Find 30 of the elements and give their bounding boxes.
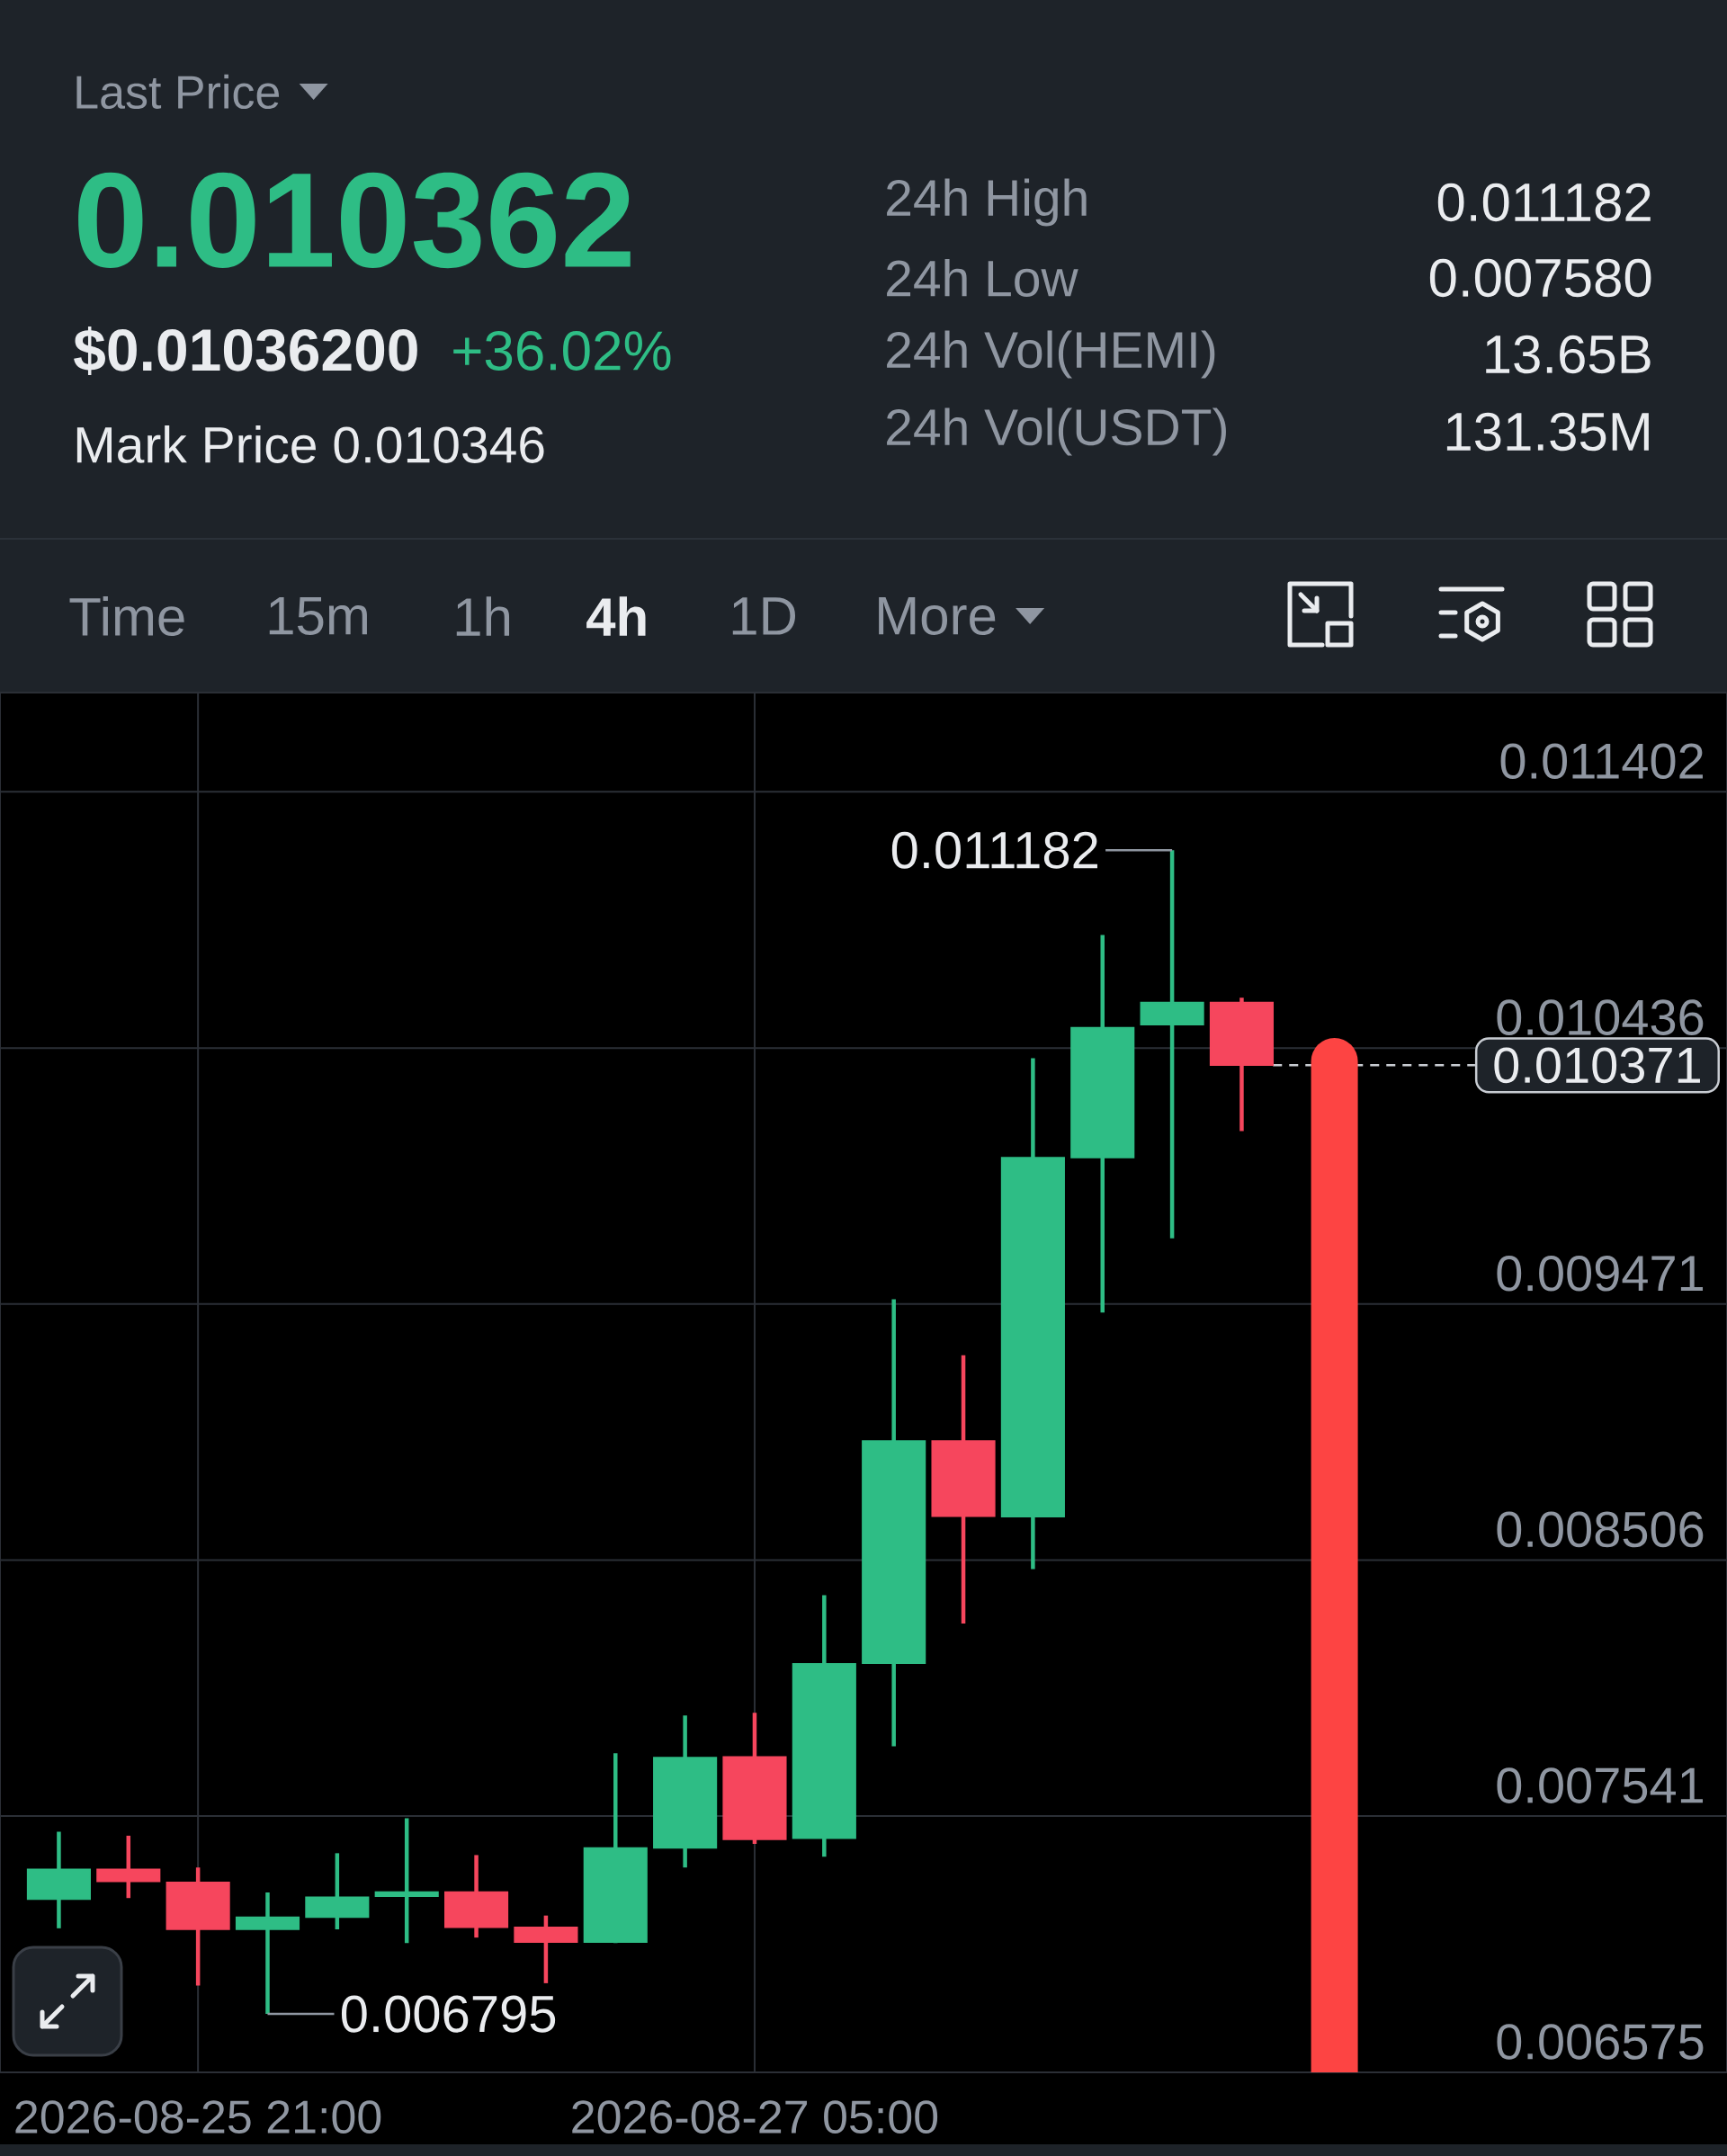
y-tick-label: 0.009471 [1497,1255,1704,1292]
y-tick-label: 0.006575 [1497,2024,1704,2060]
text: 24h Vol(HEMI) [887,330,1215,379]
text: 24h Vol(USDT) [887,407,1226,456]
text: Last Price [76,74,280,110]
annotation: 0.006795 [341,1995,556,2033]
text: 1h [456,596,510,636]
text: 13.65B [1486,335,1651,374]
text: 24h High [887,178,1087,227]
y-tick-label: 0.008506 [1497,1511,1704,1548]
text: 0.011182 [1437,183,1651,222]
y-tick-label: 0.011402 [1500,743,1703,780]
text: 24h Low [887,259,1078,297]
text: 0.010362 [78,172,631,269]
text: 1D [732,597,796,635]
text: 4h [586,596,646,636]
text: 0.007580 [1429,258,1651,298]
annotation: 0.011182 [891,831,1097,869]
text: Time [69,595,184,637]
text: More [879,597,996,635]
x-tick-label: 2026-08-25 21:00 [15,2100,381,2134]
y-tick-label: 0.007541 [1497,1767,1704,1803]
y-tick-label: 0.010436 [1497,999,1704,1035]
text: $0.01036200 [74,327,417,375]
text: Mark Price 0.010346 [76,425,544,463]
text: 131.35M [1446,412,1649,452]
text: +36.02% [453,331,671,371]
ref-line-label: 0.010371 [1494,1047,1700,1084]
x-tick-label: 2026-08-27 05:00 [572,2100,938,2134]
text: 15m [269,597,367,635]
